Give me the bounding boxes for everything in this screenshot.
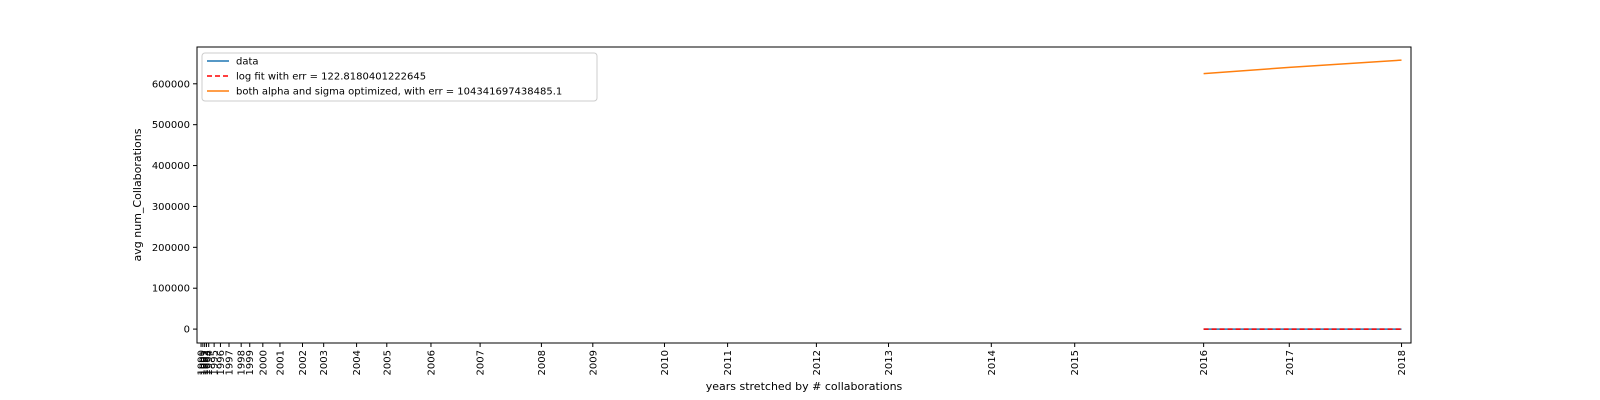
- x-tick-label: 2003: [319, 350, 330, 375]
- x-tick-label: 2004: [352, 350, 363, 375]
- legend: data log fit with err = 122.8180401222645…: [201, 52, 598, 102]
- x-tick-label: 1990: [197, 350, 208, 375]
- x-tick-label: 1993: [202, 350, 213, 375]
- y-tick-label: 400000: [152, 161, 190, 172]
- x-axis-label: years stretched by # collaborations: [706, 380, 903, 393]
- x-tick-label: 1995: [210, 350, 221, 375]
- y-tick-label: 100000: [152, 284, 190, 295]
- y-tick-label: 300000: [152, 202, 190, 213]
- legend-label: both alpha and sigma optimized, with err…: [236, 87, 562, 98]
- x-tick-label: 2005: [382, 350, 393, 375]
- x-tick-label: 1991: [198, 350, 209, 375]
- x-tick-label: 2007: [476, 350, 487, 375]
- x-tick-label: 2002: [298, 350, 309, 375]
- x-tick-label: 1992: [200, 350, 211, 375]
- x-tick-label: 2016: [1199, 350, 1210, 375]
- x-tick-label: 2014: [987, 350, 998, 375]
- x-tick-label: 2013: [884, 350, 895, 375]
- series-lines: [1203, 59, 1402, 330]
- x-tick-label: 1998: [237, 350, 248, 375]
- y-tick-label: 500000: [152, 120, 190, 131]
- x-tick-label: 2001: [275, 350, 286, 375]
- y-axis-label: avg num_Collaborations: [131, 128, 144, 261]
- x-tick-label: 2000: [258, 350, 269, 375]
- y-tick-label: 0: [184, 325, 190, 336]
- x-tick-label: 2017: [1285, 350, 1296, 375]
- y-tick-label: 600000: [152, 79, 190, 90]
- x-tick-label: 1996: [216, 350, 227, 375]
- x-tick-label: 2010: [660, 350, 671, 375]
- x-tick-label: 1994: [204, 350, 215, 375]
- legend-label: data: [236, 57, 259, 68]
- x-tick-label: 2009: [588, 350, 599, 375]
- x-tick-label: 2015: [1070, 350, 1081, 375]
- x-tick-label: 2011: [723, 350, 734, 375]
- x-tick-label: 2008: [537, 350, 548, 375]
- y-axis: 0 100000 200000 300000 400000 500000 600000: [152, 79, 197, 336]
- x-tick-label: 1999: [245, 350, 256, 375]
- legend-box: [201, 52, 598, 102]
- x-tick-label: 2012: [812, 350, 823, 375]
- legend-label: log fit with err = 122.8180401222645: [236, 72, 426, 83]
- x-tick-label: 1997: [225, 350, 236, 375]
- x-tick-label: 2018: [1397, 350, 1408, 375]
- x-tick-label: 2006: [426, 350, 437, 375]
- y-tick-label: 200000: [152, 243, 190, 254]
- series-line-2: [1203, 59, 1402, 75]
- axes-frame: [196, 46, 1412, 344]
